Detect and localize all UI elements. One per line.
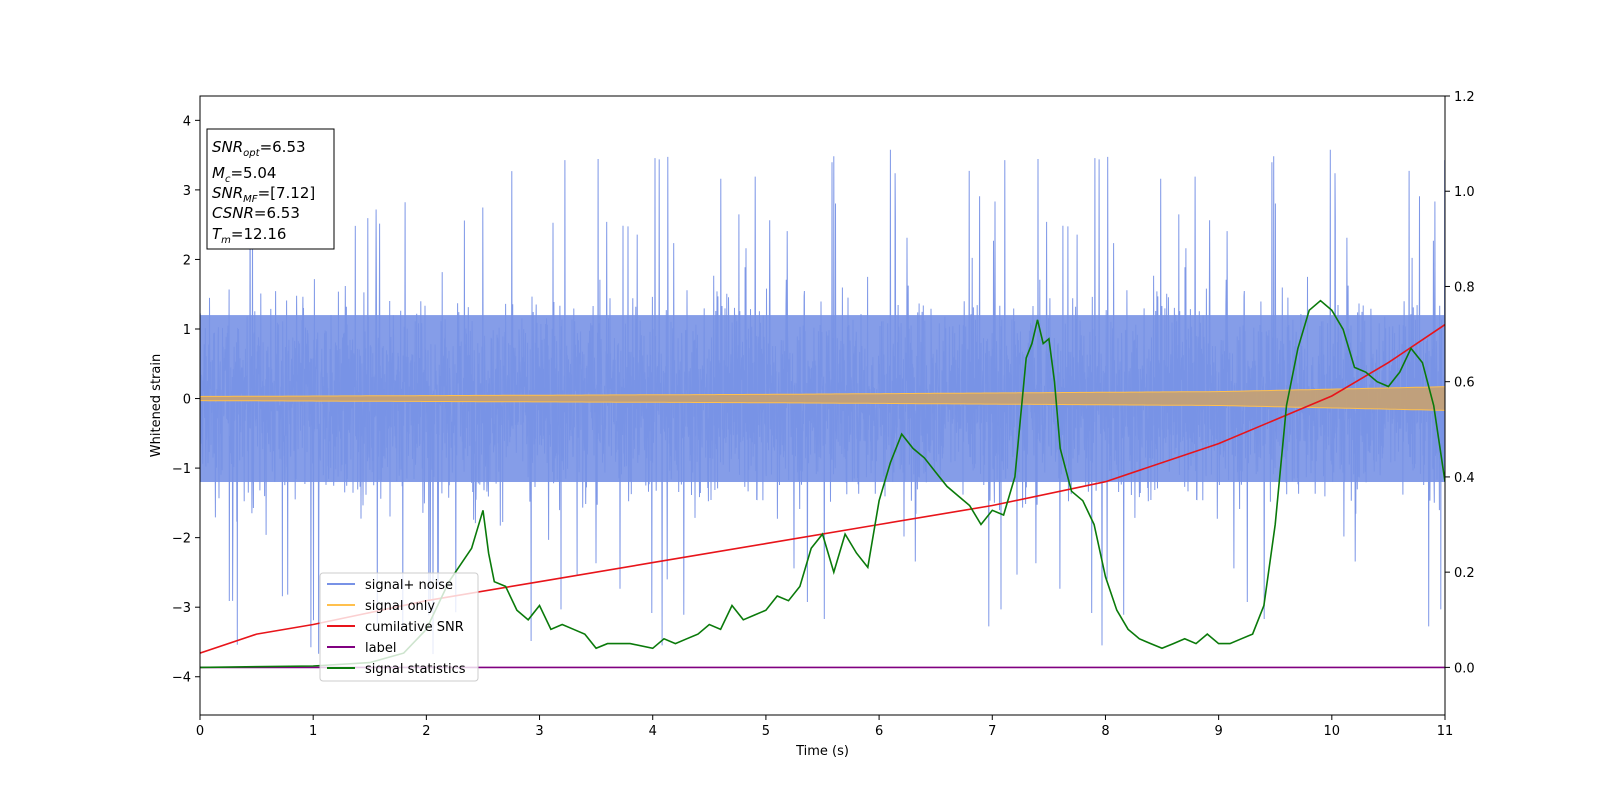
info-box-value: =[7.12] xyxy=(258,184,316,202)
info-box-symbol: M xyxy=(212,164,225,182)
info-box: SNRopt=6.53Mc=5.04SNRMF=[7.12]CSNR=6.53T… xyxy=(206,128,335,250)
legend-label: signal only xyxy=(365,599,435,614)
x-tick-label: 0 xyxy=(196,724,204,739)
info-box-line: Mc=5.04 xyxy=(212,164,276,185)
y2-tick-label: 1.0 xyxy=(1454,185,1475,200)
info-box-frame xyxy=(206,128,335,250)
info-box-symbol: SNR xyxy=(212,138,243,156)
x-tick-label: 11 xyxy=(1437,724,1454,739)
info-box-symbol: CSNR xyxy=(212,204,254,222)
legend: signal+ noise signal only cumilative SNR la… xyxy=(319,572,479,682)
y2-tick-label: 0.8 xyxy=(1454,280,1475,295)
y2-tick-label: 0.0 xyxy=(1454,661,1475,676)
y-tick-label: 1 xyxy=(183,323,191,338)
plot-area xyxy=(200,144,1445,669)
legend-label: signal statistics xyxy=(365,662,466,677)
x-tick-label: 8 xyxy=(1101,724,1109,739)
info-box-line: SNRMF=[7.12] xyxy=(212,184,315,205)
info-box-value: =5.04 xyxy=(230,164,276,182)
x-tick-label: 9 xyxy=(1214,724,1222,739)
y-tick-label: −2 xyxy=(172,532,191,547)
series-signal-statistics-line xyxy=(200,299,1445,669)
info-box-value: =12.16 xyxy=(231,225,287,243)
y-tick-label: 0 xyxy=(183,393,191,408)
x-tick-label: 6 xyxy=(875,724,883,739)
y-axis-label: Whitened strain xyxy=(149,354,164,457)
info-box-subscript: c xyxy=(225,174,231,185)
info-box-value: =6.53 xyxy=(260,138,306,156)
info-box-subscript: MF xyxy=(243,194,258,205)
x-tick-label: 2 xyxy=(422,724,430,739)
y-tick-label: −1 xyxy=(172,462,191,477)
x-tick-label: 3 xyxy=(535,724,543,739)
info-box-value: =6.53 xyxy=(254,204,300,222)
y2-tick-label: 1.2 xyxy=(1454,90,1475,105)
y-tick-label: −3 xyxy=(172,601,191,616)
info-box-line: SNRopt=6.53 xyxy=(212,138,306,159)
y-tick-label: −4 xyxy=(172,671,191,686)
info-box-symbol: SNR xyxy=(212,184,243,202)
y-tick-label: 4 xyxy=(183,114,191,129)
legend-label: label xyxy=(365,641,396,656)
x-tick-label: 4 xyxy=(649,724,657,739)
legend-frame xyxy=(319,572,479,682)
y2-tick-label: 0.6 xyxy=(1454,376,1475,391)
y-tick-label: 2 xyxy=(183,253,191,268)
x-axis-label: Time (s) xyxy=(795,744,849,759)
x-tick-label: 1 xyxy=(309,724,317,739)
legend-label: signal+ noise xyxy=(365,578,453,593)
series-signal-only-line xyxy=(200,386,1445,411)
y2-tick-label: 0.2 xyxy=(1454,566,1475,581)
info-box-subscript: opt xyxy=(243,148,260,159)
info-box-line: Tm=12.16 xyxy=(212,225,286,246)
info-box-subscript: m xyxy=(221,235,231,246)
x-tick-label: 5 xyxy=(762,724,770,739)
x-tick-label: 10 xyxy=(1324,724,1341,739)
plot-frame xyxy=(199,95,1446,716)
y-tick-label: 3 xyxy=(183,184,191,199)
info-box-symbol: T xyxy=(212,225,223,243)
legend-label: cumilative SNR xyxy=(365,620,464,635)
x-tick-label: 7 xyxy=(988,724,996,739)
y2-tick-label: 0.4 xyxy=(1454,471,1475,486)
info-box-line: CSNR=6.53 xyxy=(212,204,300,222)
axes: 0 1 2 3 4 5 6 7 8 9 10 11 −4 −3 −2 −1 0 1 2 3 4 0.0 0.2 0.4 0.6 0… xyxy=(172,90,1475,739)
